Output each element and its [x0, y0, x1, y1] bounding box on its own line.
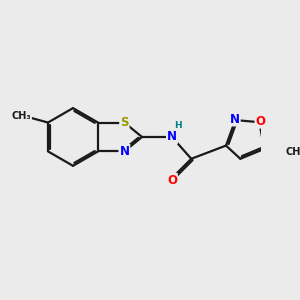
Text: O: O: [167, 174, 177, 187]
Text: O: O: [256, 115, 266, 128]
Text: H: H: [174, 121, 182, 130]
Text: S: S: [120, 116, 129, 129]
Text: CH₃: CH₃: [285, 148, 300, 158]
Text: N: N: [230, 112, 240, 125]
Text: N: N: [167, 130, 177, 143]
Text: N: N: [119, 145, 129, 158]
Text: CH₃: CH₃: [11, 111, 31, 121]
